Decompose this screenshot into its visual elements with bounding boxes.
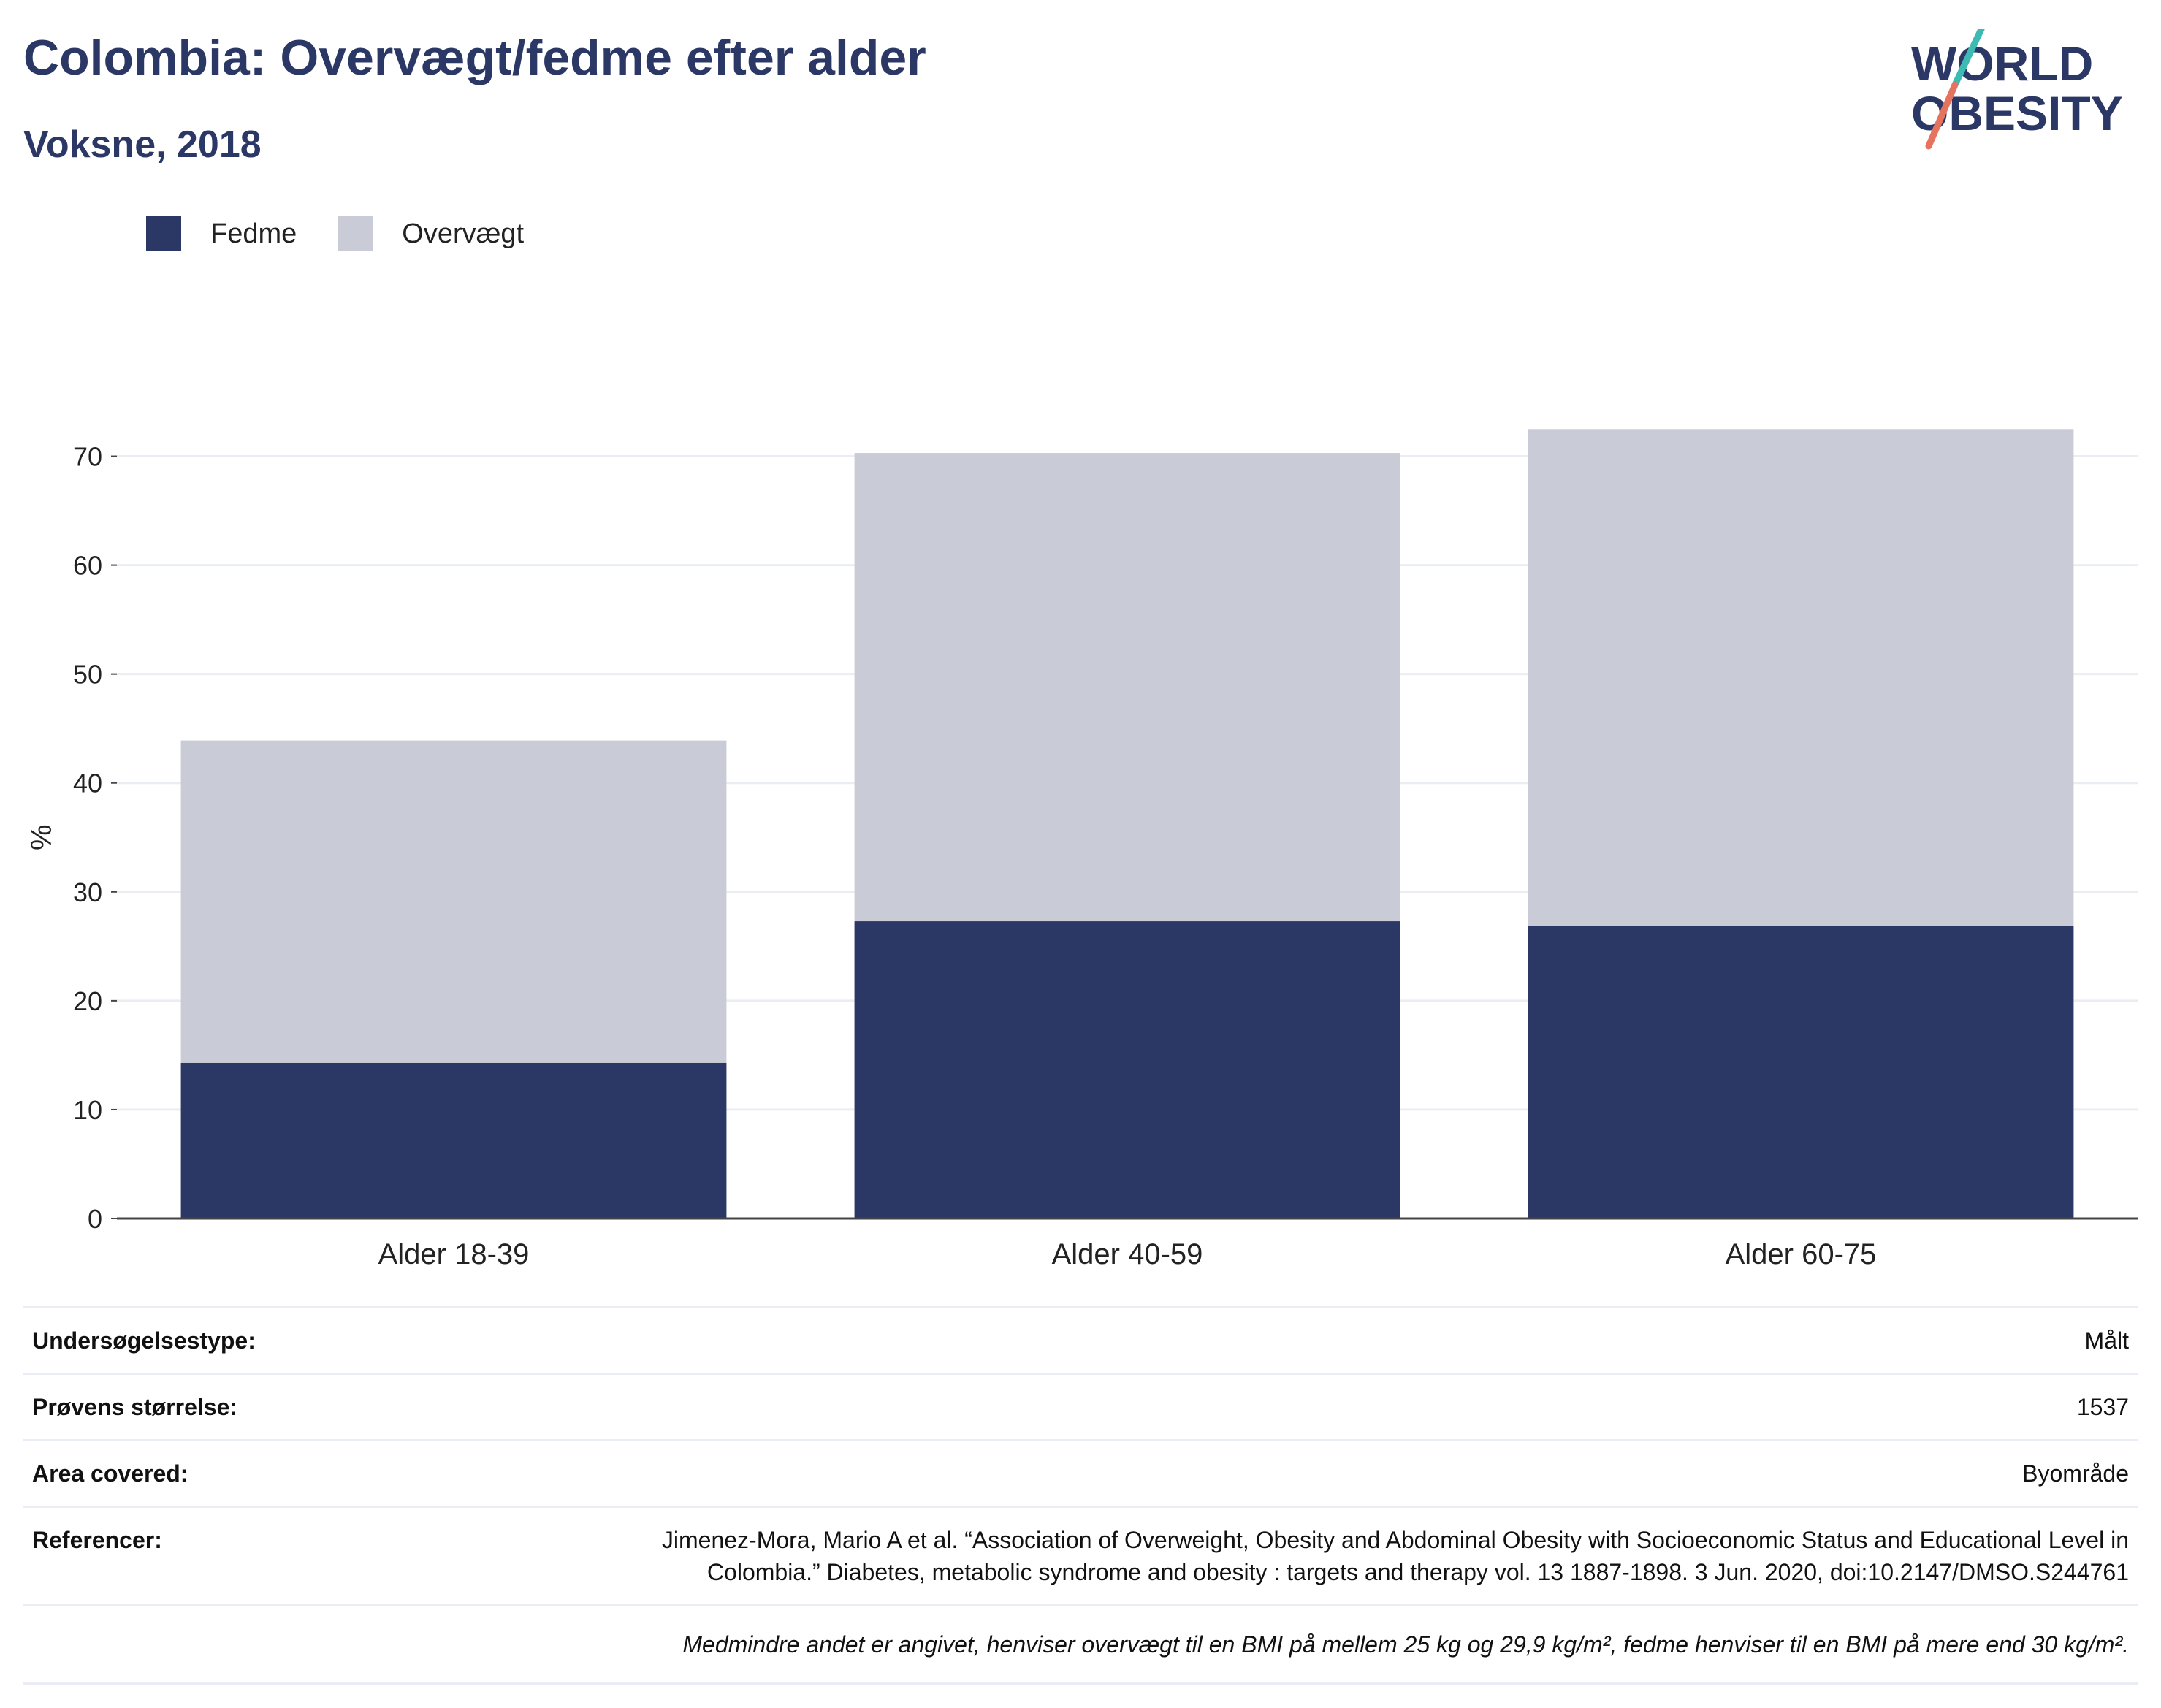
y-tick-label: 50	[73, 660, 102, 690]
meta-value: Jimenez-Mora, Mario A et al. “Associatio…	[661, 1527, 2129, 1585]
legend-swatch-fedme	[146, 216, 181, 251]
world-obesity-logo: WORLD OBESITY	[1911, 29, 2123, 150]
metadata-table: Undersøgelsestype: Målt Prøvens størrels…	[23, 1306, 2138, 1685]
legend-item-fedme: Fedme	[146, 216, 297, 251]
legend-label-overvaegt: Overvægt	[402, 218, 525, 249]
y-axis-label: %	[26, 824, 58, 850]
bar-overvaegt	[854, 453, 1400, 922]
legend-swatch-overvaegt	[338, 216, 373, 251]
x-tick-label: Alder 18-39	[378, 1238, 530, 1270]
y-tick-label: 40	[73, 769, 102, 798]
chart-title: Colombia: Overvægt/fedme efter alder	[23, 30, 926, 85]
meta-value: Målt	[2084, 1327, 2129, 1354]
y-tick-label: 70	[73, 442, 102, 472]
y-tick-label: 60	[73, 551, 102, 581]
y-tick-label: 0	[88, 1204, 102, 1234]
logo-line2: OBESITY	[1911, 86, 2123, 140]
bar-fedme	[1528, 926, 2074, 1219]
x-tick-label: Alder 60-75	[1726, 1238, 1877, 1270]
meta-row-survey-type: Undersøgelsestype: Målt	[23, 1306, 2138, 1373]
y-tick-label: 30	[73, 877, 102, 907]
meta-key: Undersøgelsestype:	[32, 1327, 256, 1354]
bar-fedme	[854, 921, 1400, 1219]
bar-overvaegt	[1528, 429, 2074, 926]
meta-key: Prøvens størrelse:	[32, 1394, 238, 1420]
stacked-bar-chart: 0 10 20 30 40 50 60 70% Alder 18-39 Alder 40-59 Al…	[26, 429, 2138, 1270]
meta-value: Byområde	[2022, 1460, 2129, 1487]
legend-label-fedme: Fedme	[210, 218, 297, 249]
bar-overvaegt	[180, 740, 727, 1063]
logo-slash-teal	[1951, 29, 1985, 88]
y-tick-label: 20	[73, 986, 102, 1016]
meta-key: Area covered:	[32, 1460, 188, 1487]
meta-row-references: Referencer: Jimenez-Mora, Mario A et al.…	[23, 1506, 2138, 1604]
legend-item-overvaegt: Overvægt	[338, 216, 524, 251]
meta-row-area-covered: Area covered: Byområde	[23, 1439, 2138, 1506]
chart-legend: Fedme Overvægt	[146, 216, 565, 251]
meta-row-sample-size: Prøvens størrelse: 1537	[23, 1373, 2138, 1439]
logo-line1: WORLD	[1911, 37, 2093, 91]
chart-subtitle: Voksne, 2018	[23, 123, 262, 166]
x-tick-label: Alder 40-59	[1052, 1238, 1203, 1270]
bar-fedme	[180, 1062, 727, 1219]
logo-slash-coral	[1925, 81, 1959, 150]
y-tick-label: 10	[73, 1095, 102, 1125]
meta-key: Referencer:	[32, 1527, 162, 1553]
definition-note: Medmindre andet er angivet, henviser ove…	[23, 1604, 2138, 1685]
meta-value: 1537	[2076, 1394, 2129, 1420]
